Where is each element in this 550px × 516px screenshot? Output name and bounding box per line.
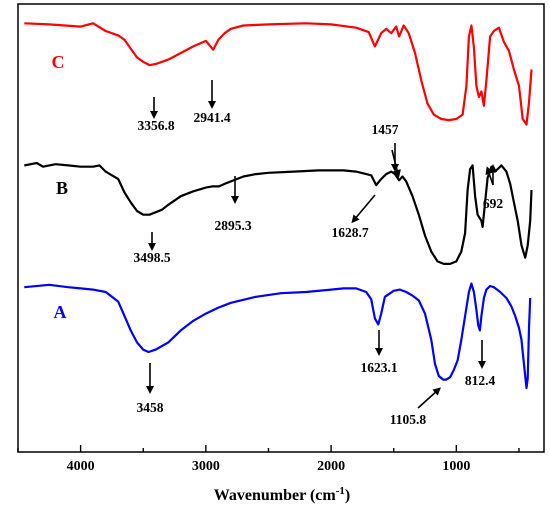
peak-annotation-label: 3458: [137, 400, 164, 415]
x-tick-label: 4000: [67, 459, 95, 474]
annotation-arrow: [417, 387, 441, 409]
series-line-C: [24, 22, 533, 126]
peak-annotation-label: 3356.8: [137, 118, 174, 133]
series-label-C: C: [52, 52, 65, 72]
x-tick-label: 1000: [442, 459, 470, 474]
peak-annotation-label: 3498.5: [133, 250, 170, 265]
series-label-B: B: [56, 178, 68, 198]
series-label-A: A: [54, 302, 67, 322]
peak-annotation-label: 812.4: [465, 373, 496, 388]
x-axis-label-close: ): [345, 487, 350, 504]
peak-annotation-label: 1623.1: [360, 360, 397, 375]
x-axis-label: Wavenumber (cm-1): [214, 485, 350, 504]
x-tick-label: 2000: [317, 459, 345, 474]
plot-frame: [17, 3, 545, 453]
annotation-arrow: [351, 194, 376, 224]
series-line-B: [24, 161, 533, 265]
series-line-A: [24, 282, 532, 390]
series-layer: [24, 22, 533, 390]
x-tick-label: 3000: [192, 459, 220, 474]
peak-annotation-label: 692: [483, 196, 504, 211]
annotation-arrow: [391, 149, 401, 178]
annotation-layer: 3356.8 2941.4 3498.5 2895.3 1628.7 1457 692 345…: [133, 80, 503, 427]
peak-annotation-label: 1105.8: [390, 412, 427, 427]
peak-annotation-label: 2895.3: [214, 218, 251, 233]
x-axis-label-superscript: -1: [336, 485, 345, 497]
annotation-arrow: [485, 166, 494, 186]
peak-annotation-label: 1628.7: [331, 225, 368, 240]
peak-annotation-label: 1457: [372, 122, 399, 137]
x-axis-label-main: Wavenumber (cm: [214, 487, 337, 504]
peak-annotation-label: 2941.4: [193, 110, 230, 125]
series-label-layer: C B A: [52, 52, 69, 322]
x-axis-ticks: 4000 3000 2000 1000: [17, 445, 520, 474]
